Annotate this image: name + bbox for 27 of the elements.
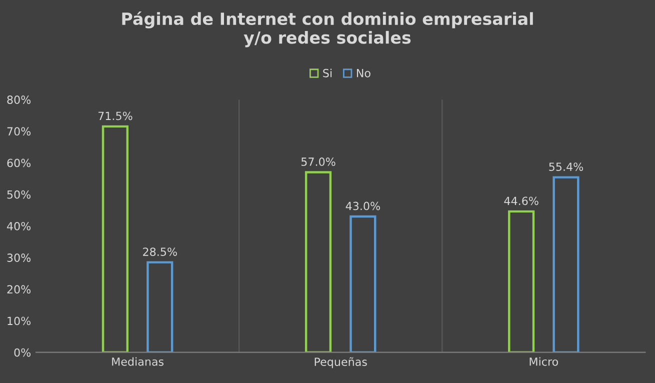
bar (552, 176, 580, 352)
data-label: 55.4% (549, 162, 584, 171)
y-tick-label: 70% (7, 127, 31, 136)
data-label: 71.5% (98, 112, 132, 120)
data-label: 57.0% (301, 158, 336, 166)
y-tick-label: 80% (7, 96, 31, 104)
x-tick-label: Micro (530, 357, 558, 366)
bar (508, 210, 535, 352)
bar (146, 261, 174, 352)
data-label: 44.6% (504, 196, 538, 206)
bar (304, 171, 332, 352)
y-tick-label: 50% (7, 190, 31, 199)
legend-label: No (356, 69, 370, 78)
y-tick-label: 20% (7, 285, 31, 294)
y-tick-label: 30% (7, 254, 31, 262)
data-label: 28.5% (143, 248, 177, 256)
x-tick-label: Medianas (112, 357, 164, 366)
chart-title: Página de Internet con dominio empresarial y/o redes sociales (122, 11, 533, 48)
legend-label: Si (323, 68, 332, 78)
bar (102, 125, 129, 352)
x-tick-label: Pequeñas (314, 357, 367, 368)
y-tick-label: 0% (14, 348, 31, 357)
bar (350, 215, 376, 352)
y-tick-label: 10% (8, 316, 31, 326)
y-tick-label: 40% (7, 222, 31, 230)
y-tick-label: 60% (7, 158, 31, 168)
data-label: 43.0% (346, 202, 380, 210)
